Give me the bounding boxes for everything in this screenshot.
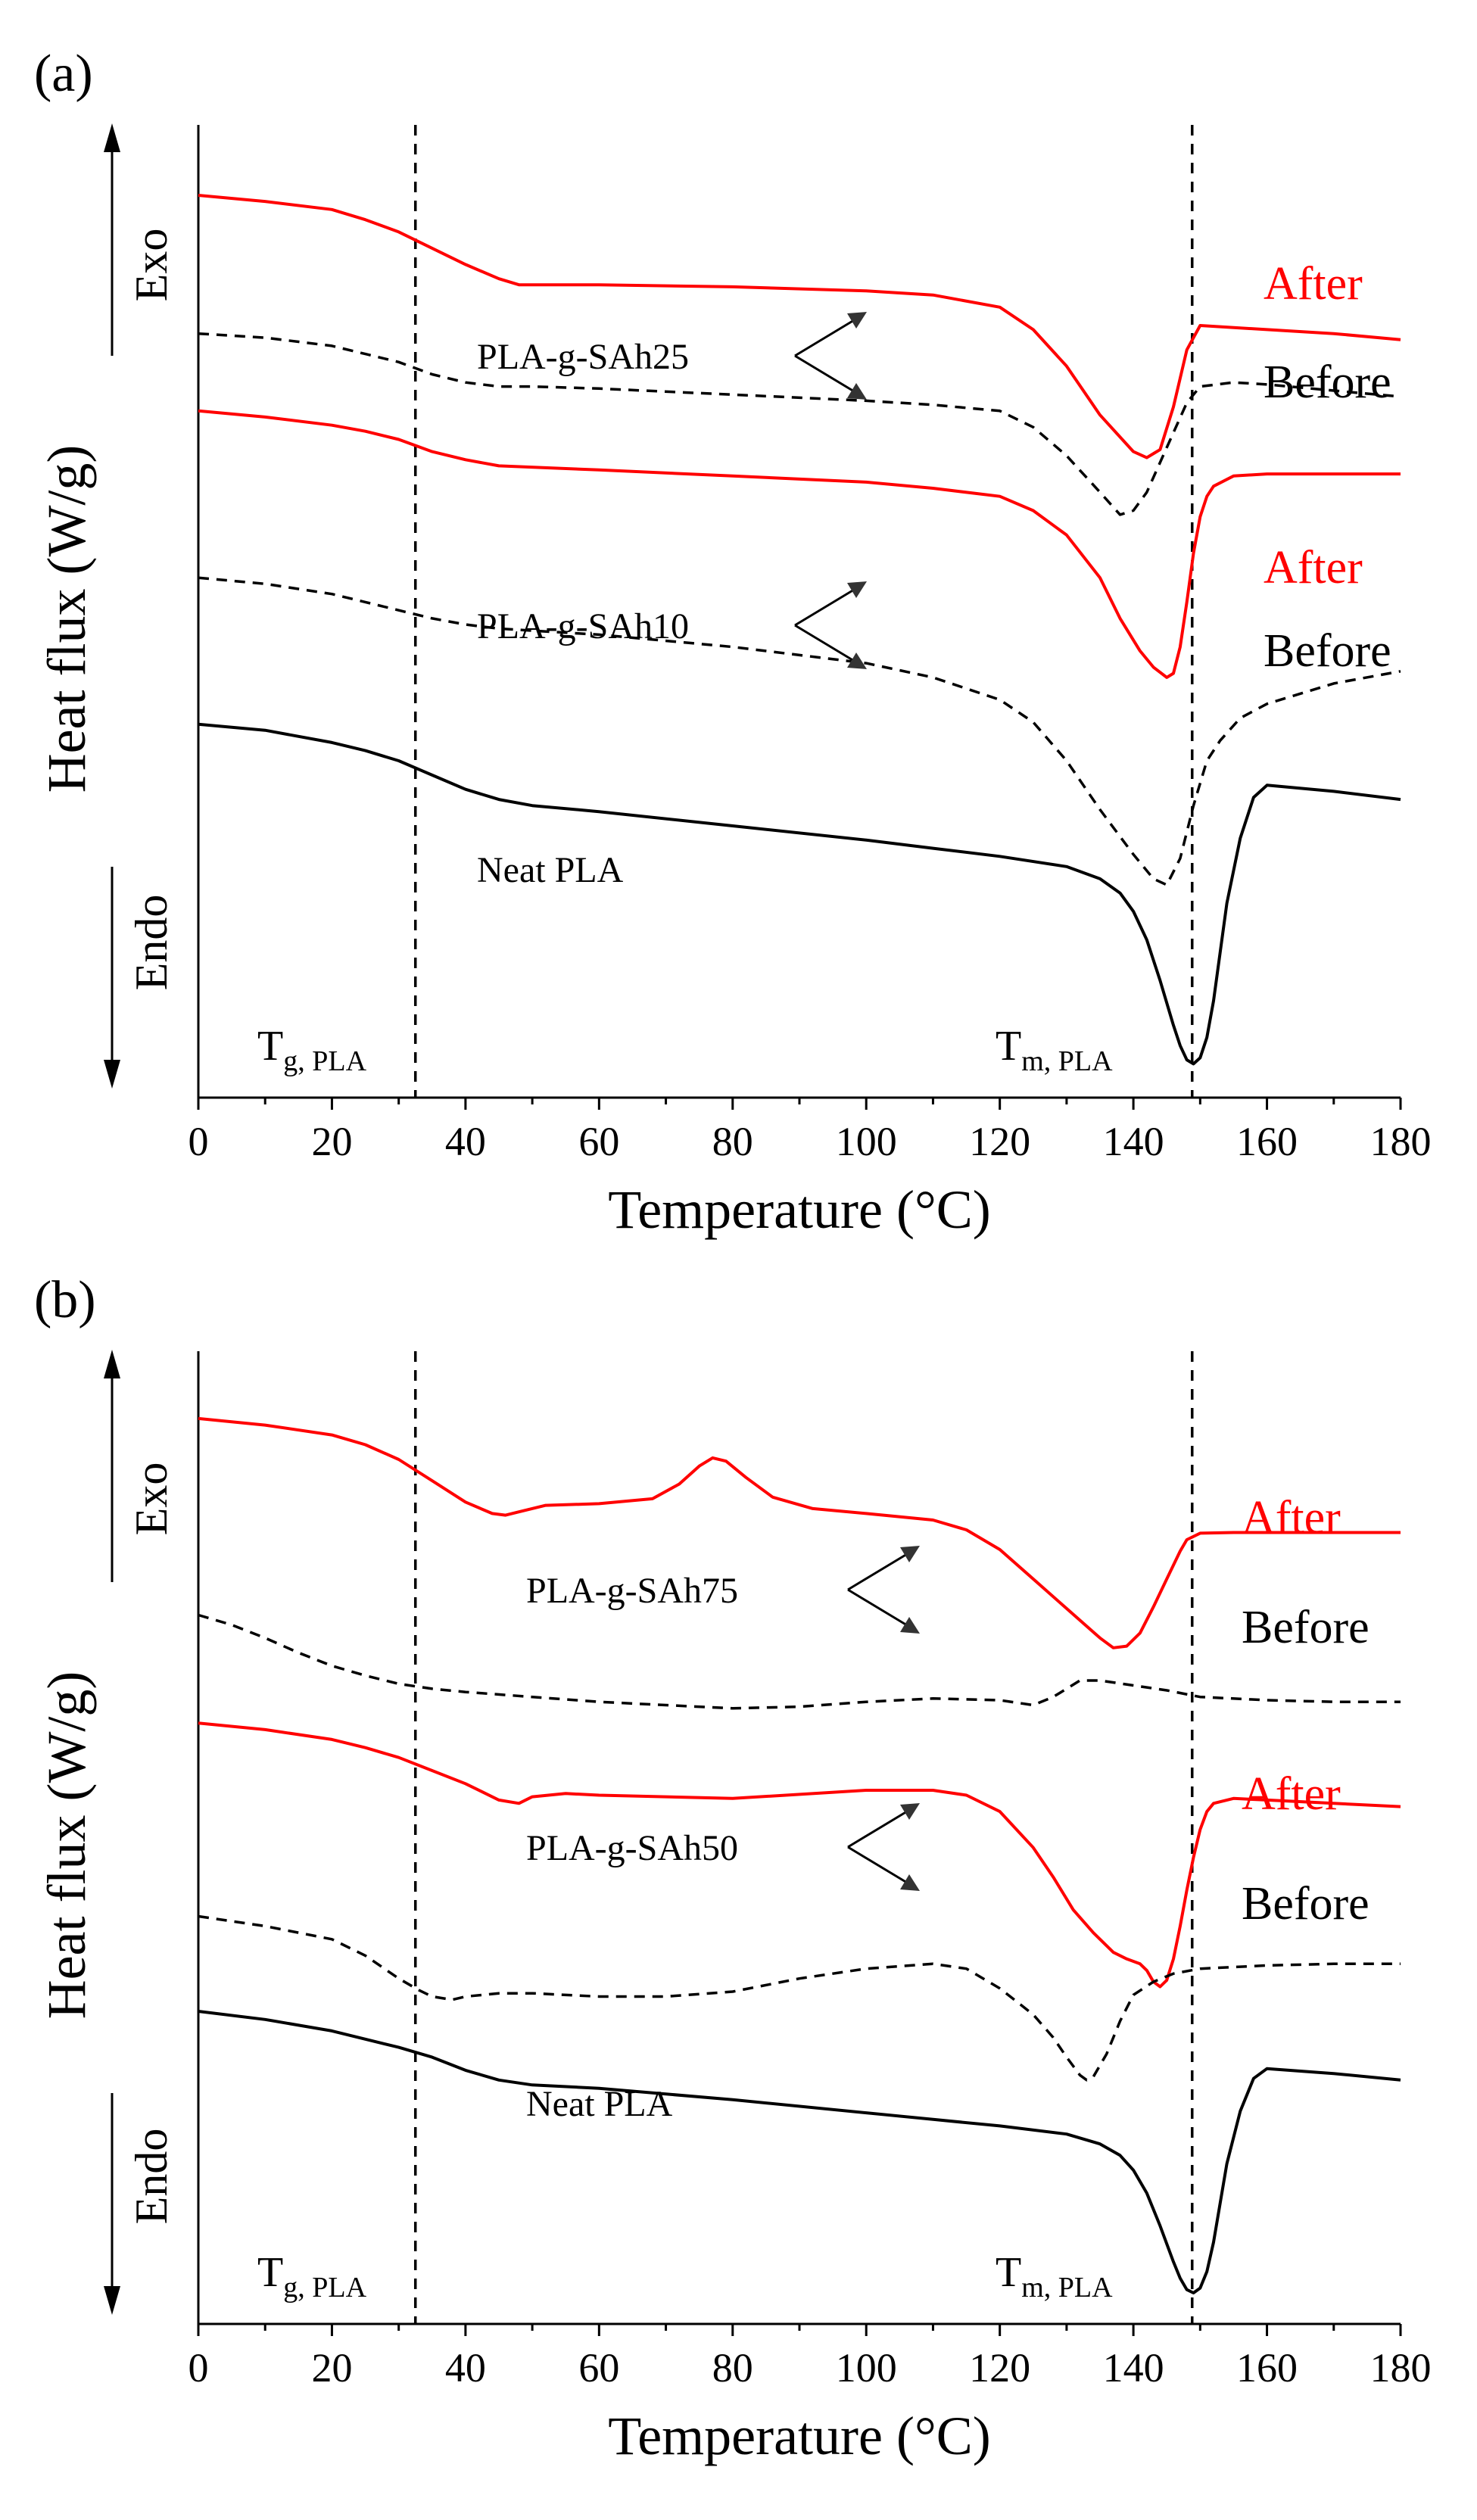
x-tick-label: 60 — [578, 1119, 619, 1164]
y-axis-title: Heat flux (W/g) — [36, 1671, 97, 2020]
before-label: Before — [1242, 1602, 1369, 1653]
before-label: Before — [1264, 625, 1391, 677]
series-line-b-sah75-before — [198, 1613, 1401, 1710]
endo-label: Endo — [126, 895, 176, 991]
exo-label: Exo — [126, 1462, 176, 1536]
fork-arrow-up — [794, 586, 858, 627]
fork-arrowhead-up — [900, 1803, 920, 1820]
x-tick-label: 80 — [712, 2345, 753, 2391]
before-label: Before — [1264, 357, 1391, 408]
series-line-b-neat — [198, 2010, 1401, 2294]
fork-arrowhead-down — [900, 1874, 920, 1891]
group-label: PLA-g-SAh75 — [526, 1571, 738, 1611]
neat-label: Neat PLA — [526, 2084, 673, 2124]
fork-arrow-up — [847, 1808, 911, 1849]
group-label: PLA-g-SAh25 — [477, 337, 689, 377]
panel-b: (b) 0 20 40 60 80 100 120 140 160 180 Temperature (… — [34, 1271, 1432, 2466]
series-line-a-sah25-after — [198, 194, 1401, 459]
x-tick-label: 100 — [836, 1119, 897, 1164]
exo-arrow-head — [104, 123, 120, 152]
exo-label: Exo — [126, 229, 176, 302]
x-tick-label: 100 — [836, 2345, 897, 2391]
series-line-a-sah10-before — [198, 576, 1401, 886]
endo-arrow-head — [104, 2286, 120, 2315]
x-tick-label: 80 — [712, 1119, 753, 1164]
x-tick-label: 160 — [1236, 2345, 1298, 2391]
tg-label: Tg, PLA — [257, 1023, 367, 1077]
fork-arrow-down — [847, 1846, 911, 1886]
fork-arrowhead-down — [900, 1617, 920, 1634]
x-tick-label: 160 — [1236, 1119, 1298, 1164]
x-tick-label: 20 — [311, 1119, 352, 1164]
x-tick-label: 60 — [578, 2345, 619, 2391]
x-tick-label: 180 — [1370, 1119, 1432, 1164]
x-tick-label: 40 — [445, 2345, 486, 2391]
x-axis-title: Temperature (°C) — [608, 1179, 991, 1240]
tm-label: Tm, PLA — [996, 1023, 1113, 1077]
fork-arrowhead-up — [847, 312, 867, 329]
series-line-a-sah25-before — [198, 332, 1401, 516]
after-label: After — [1242, 1768, 1341, 1820]
after-label: After — [1264, 258, 1363, 310]
after-label: After — [1242, 1492, 1341, 1543]
fork-arrow-down — [847, 1588, 911, 1629]
y-axis-title: Heat flux (W/g) — [36, 445, 97, 793]
fork-arrow-up — [794, 316, 858, 357]
series-line-a-sah10-after — [198, 409, 1401, 679]
fork-arrowhead-up — [900, 1546, 920, 1562]
series-line-b-sah50-after — [198, 1721, 1401, 1989]
x-tick-label: 40 — [445, 1119, 486, 1164]
exo-arrow-head — [104, 1350, 120, 1378]
x-tick-label: 120 — [969, 2345, 1030, 2391]
tg-label: Tg, PLA — [257, 2249, 367, 2304]
fork-arrowhead-down — [847, 383, 867, 400]
x-tick-label: 180 — [1370, 2345, 1432, 2391]
x-tick-label: 140 — [1103, 2345, 1164, 2391]
fork-arrowhead-down — [847, 653, 867, 669]
group-label: PLA-g-SAh10 — [477, 606, 689, 646]
series-line-b-sah50-before — [198, 1914, 1401, 2082]
fork-arrowhead-up — [847, 581, 867, 598]
endo-label: Endo — [126, 2129, 176, 2225]
series-line-b-sah75-after — [198, 1416, 1401, 1649]
before-label: Before — [1242, 1878, 1369, 1930]
x-tick-label: 20 — [311, 2345, 352, 2391]
panel-label: (b) — [34, 1271, 96, 1329]
x-tick-label: 0 — [189, 1119, 209, 1164]
tm-label: Tm, PLA — [996, 2249, 1113, 2304]
x-tick-label: 140 — [1103, 1119, 1164, 1164]
panel-a: (a) 0 20 40 60 80 100 120 140 160 180 Temperature (… — [34, 45, 1432, 1240]
x-tick-label: 120 — [969, 1119, 1030, 1164]
fork-arrow-down — [794, 354, 858, 395]
fork-arrow-up — [847, 1550, 911, 1591]
x-tick-label: 0 — [189, 2345, 209, 2391]
after-label: After — [1264, 542, 1363, 593]
series-line-a-neat — [198, 722, 1401, 1066]
neat-label: Neat PLA — [477, 850, 624, 890]
fork-arrow-down — [794, 624, 858, 665]
endo-arrow-head — [104, 1060, 120, 1089]
x-axis-title: Temperature (°C) — [608, 2406, 991, 2466]
panel-label: (a) — [34, 45, 93, 103]
group-label: PLA-g-SAh50 — [526, 1828, 738, 1868]
